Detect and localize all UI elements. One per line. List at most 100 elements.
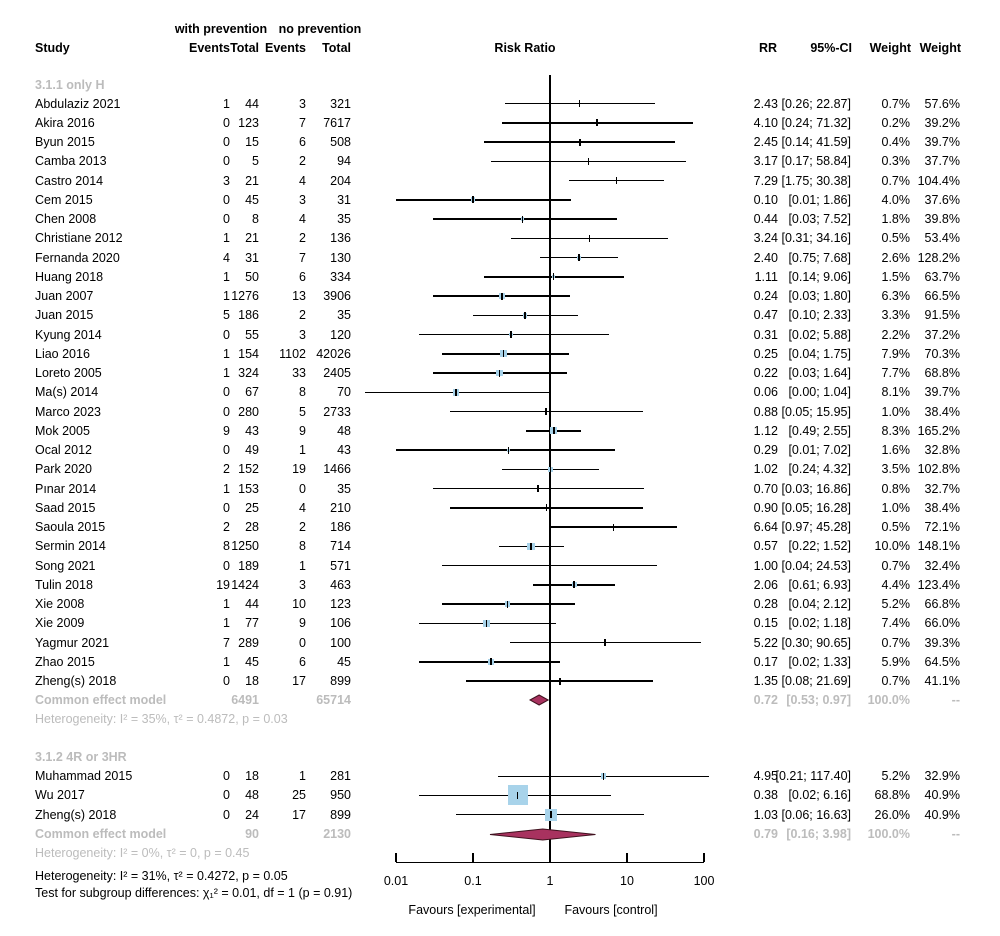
total1-header: Total	[230, 41, 259, 55]
total1-cell: 1250	[231, 539, 259, 554]
rr-cell: 0.24	[753, 289, 778, 304]
effect-marker	[552, 427, 555, 435]
study-label: Fernanda 2020	[35, 250, 120, 265]
total1-cell: 21	[245, 173, 259, 188]
total1-cell: 186	[238, 308, 259, 323]
summary-total1: 6491	[231, 693, 259, 707]
study-label: Yagmur 2021	[35, 635, 110, 650]
weight-common-cell: 1.6%	[881, 443, 911, 458]
events1-cell: 5	[223, 308, 230, 323]
risk-ratio-header: Risk Ratio	[494, 41, 556, 55]
events1-cell: 1	[223, 481, 230, 496]
effect-marker	[549, 562, 551, 570]
total2-cell: 94	[337, 154, 351, 169]
effect-marker	[604, 639, 607, 647]
summary-weight-common: 100.0%	[867, 693, 910, 707]
study-label: Juan 2007	[35, 289, 94, 304]
events2-cell: 17	[292, 674, 306, 689]
ci-cell: [0.00; 1.04]	[788, 385, 851, 400]
ci-cell: [0.26; 22.87]	[781, 96, 851, 111]
study-label: Kyung 2014	[35, 327, 102, 342]
total1-cell: 153	[238, 481, 259, 496]
total1-cell: 21	[245, 231, 259, 246]
ci-cell: [0.22; 1.52]	[788, 539, 851, 554]
events1-cell: 0	[223, 558, 230, 573]
events2-cell: 4	[299, 212, 306, 227]
weight-common-cell: 6.3%	[881, 289, 911, 304]
weight-common-cell: 68.8%	[874, 788, 910, 803]
effect-marker	[523, 311, 526, 319]
total1-cell: 1276	[231, 289, 259, 304]
weight-common-cell: 4.0%	[881, 192, 911, 207]
effect-marker	[537, 485, 539, 493]
weight-random-cell: 53.4%	[924, 231, 960, 246]
events1-cell: 0	[223, 404, 230, 419]
weight-random-cell: 102.8%	[917, 462, 960, 477]
summary-ci: [0.16; 3.98]	[786, 827, 851, 841]
x-axis-tick	[703, 853, 705, 862]
summary-diamond	[489, 827, 596, 841]
total2-header: Total	[322, 41, 351, 55]
effect-marker	[588, 234, 591, 242]
ci-cell: [0.49; 2.55]	[788, 423, 851, 438]
events1-cell: 1	[223, 269, 230, 284]
weight-random-cell: 37.6%	[924, 192, 960, 207]
weight-random-cell: 39.2%	[924, 115, 960, 130]
heterogeneity-note: Heterogeneity: I² = 35%, τ² = 0.4872, p …	[35, 712, 288, 726]
events2-cell: 1102	[279, 346, 306, 361]
total2-cell: 334	[330, 269, 351, 284]
weight-random-cell: 39.3%	[924, 635, 960, 650]
effect-marker	[615, 177, 618, 185]
events2-cell: 2	[299, 520, 306, 535]
favours-left-label: Favours [experimental]	[408, 903, 536, 917]
rr-cell: 0.47	[753, 308, 778, 323]
effect-marker	[559, 677, 561, 685]
weight-random-cell: 38.4%	[924, 500, 960, 515]
ci-line	[396, 199, 571, 201]
summary-label: Common effect model	[35, 693, 167, 707]
total2-cell: 3906	[323, 289, 351, 304]
total1-cell: 55	[245, 327, 259, 342]
summary-label: Common effect model	[35, 827, 167, 841]
events1-cell: 2	[223, 520, 230, 535]
ci-cell: [0.24; 4.32]	[788, 462, 851, 477]
ci-cell: [0.17; 58.84]	[781, 154, 851, 169]
effect-marker	[596, 119, 598, 127]
ci-line	[419, 333, 610, 336]
footer-subgroup-test: Test for subgroup differences: χ₁² = 0.0…	[35, 886, 353, 900]
events2-cell: 6	[299, 654, 306, 669]
rr-cell: 6.64	[753, 520, 778, 535]
total2-cell: 2733	[323, 404, 351, 419]
total1-cell: 1424	[231, 577, 259, 592]
study-label: Xie 2008	[35, 597, 85, 612]
rr-cell: 5.22	[753, 635, 778, 650]
x-axis-tick-label: 0.1	[464, 874, 482, 888]
study-label: Muhammad 2015	[35, 769, 133, 784]
x-axis-tick-label: 100	[693, 874, 715, 888]
events2-cell: 2	[299, 231, 306, 246]
total2-cell: 45	[337, 654, 351, 669]
x-axis-tick	[472, 853, 474, 862]
study-label: Castro 2014	[35, 173, 104, 188]
weight-common-cell: 0.5%	[881, 231, 911, 246]
total1-cell: 189	[238, 558, 259, 573]
effect-marker	[578, 100, 581, 108]
weight-common-cell: 0.7%	[881, 173, 911, 188]
weight-random-cell: 63.7%	[924, 269, 960, 284]
rr-cell: 4.95	[753, 769, 778, 784]
weight-common-cell: 0.2%	[881, 115, 911, 130]
events1-cell: 19	[216, 577, 230, 592]
total2-cell: 136	[330, 231, 351, 246]
weight-random-cell: 39.8%	[924, 212, 960, 227]
total1-cell: 45	[245, 192, 259, 207]
rr-cell: 3.17	[753, 154, 778, 169]
total1-cell: 48	[245, 788, 259, 803]
effect-marker	[544, 408, 547, 416]
total1-cell: 45	[245, 654, 259, 669]
events2-cell: 3	[299, 96, 306, 111]
total2-cell: 321	[330, 96, 351, 111]
ci-line	[465, 680, 653, 682]
events1-cell: 4	[223, 250, 230, 265]
effect-marker	[516, 791, 519, 799]
weight-common-cell: 0.7%	[881, 558, 911, 573]
